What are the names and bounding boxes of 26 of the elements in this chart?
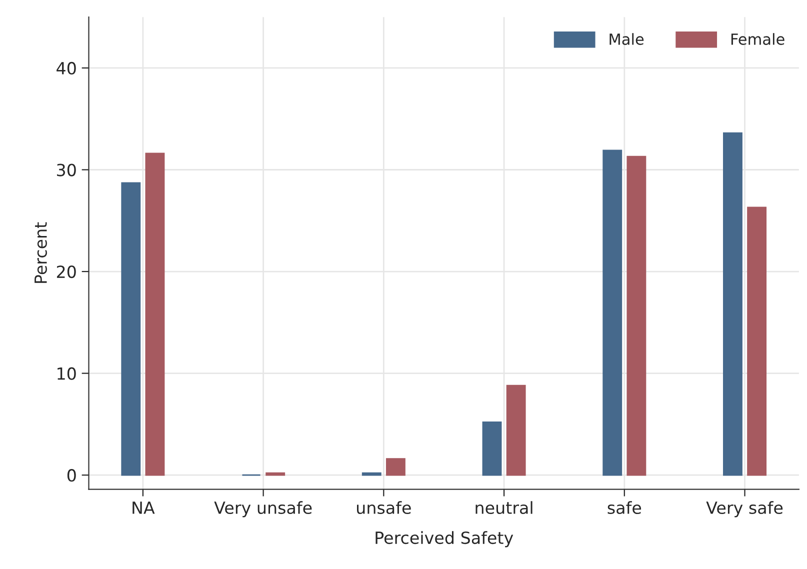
x-tick-label: Very unsafe [214, 501, 312, 518]
bar [626, 156, 646, 476]
x-axis-title: Perceived Safety [376, 531, 514, 548]
bar [506, 384, 526, 476]
bar [386, 458, 406, 476]
y-tick-label: 0 [67, 469, 76, 482]
bar [482, 421, 502, 476]
x-tick-label: safe [608, 501, 642, 514]
y-tick-label: 20 [56, 265, 76, 278]
y-tick-label: 10 [58, 367, 76, 380]
bar [266, 472, 286, 476]
bar [602, 150, 622, 476]
legend-label: Female [731, 33, 784, 45]
y-tick-label: 30 [57, 164, 76, 176]
bar [362, 472, 382, 476]
y-tick-label: 40 [56, 62, 76, 75]
bar [723, 132, 742, 476]
x-tick-label: neutral [476, 501, 532, 514]
y-axis-title: Percent [34, 222, 47, 283]
x-tick-label: Very safe [706, 501, 783, 518]
legend-label: Male [610, 33, 644, 45]
x-tick-label: unsafe [357, 501, 411, 514]
bar [747, 206, 767, 476]
bar [121, 182, 141, 476]
bar [145, 152, 165, 476]
x-tick-label: NA [132, 502, 155, 514]
